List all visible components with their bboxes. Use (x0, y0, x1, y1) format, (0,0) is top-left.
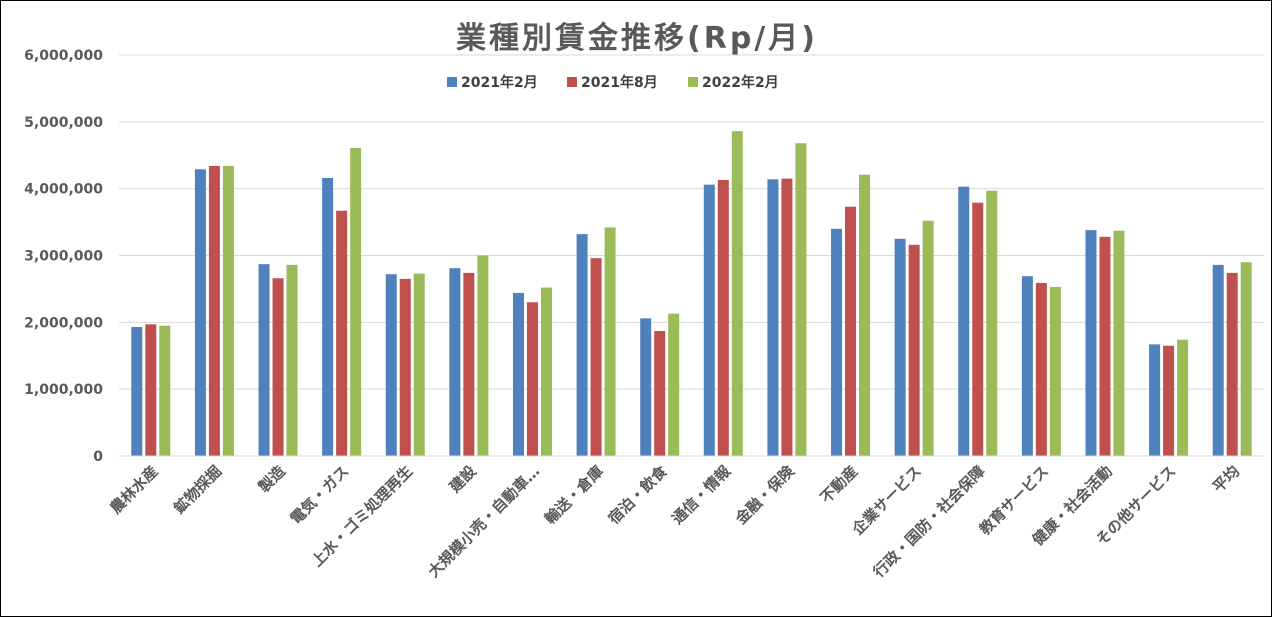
bar (477, 255, 489, 456)
bar (336, 210, 348, 456)
x-category-label: 行政・国防・社会保障 (869, 462, 989, 582)
legend-label: 2022年2月 (702, 74, 779, 91)
legend-swatch (688, 77, 698, 87)
bar (1035, 282, 1047, 456)
bar (590, 258, 602, 456)
legend-label: 2021年8月 (581, 74, 658, 91)
x-category-label: 電気・ガス (287, 462, 353, 528)
bar (767, 179, 779, 456)
x-category-label: 平均 (1209, 462, 1243, 496)
bar (194, 169, 206, 456)
bar (894, 238, 906, 456)
x-category-label: 鉱物採掘 (170, 462, 225, 517)
bar (576, 234, 588, 456)
y-tick-label: 5,000,000 (24, 115, 103, 131)
bar (859, 174, 871, 457)
y-tick-label: 3,000,000 (24, 249, 103, 265)
bar (350, 147, 362, 457)
bar (1240, 262, 1252, 456)
x-category-label: 農林水産 (106, 462, 161, 517)
bar (831, 228, 843, 456)
bar (717, 179, 729, 456)
legend-swatch (447, 77, 457, 87)
bar (972, 202, 984, 456)
bar (512, 292, 524, 456)
bar (463, 272, 475, 456)
bar (1149, 344, 1161, 456)
bar (258, 264, 270, 456)
legend-swatch (567, 77, 577, 87)
x-category-label: 金融・保険 (731, 461, 798, 528)
bar (1049, 286, 1061, 456)
bar (1163, 345, 1175, 456)
bar (1226, 272, 1238, 456)
legend: 2021年2月 2021年8月 2022年2月 (447, 74, 779, 91)
bar (604, 227, 616, 456)
bar (795, 143, 807, 456)
bar (222, 165, 234, 456)
bar (1212, 264, 1224, 456)
bar (731, 131, 743, 456)
bar (986, 190, 998, 456)
bar (922, 220, 934, 456)
bar (145, 324, 157, 456)
bar (845, 206, 857, 456)
bar (668, 313, 680, 456)
y-tick-label: 2,000,000 (24, 315, 103, 331)
bar (1021, 276, 1033, 456)
bar (1177, 339, 1189, 456)
y-tick-label: 6,000,000 (24, 48, 103, 64)
bar (1113, 230, 1125, 456)
x-category-label: 建設 (446, 461, 481, 496)
bar (958, 186, 970, 456)
y-axis-tick-labels: 0 1,000,000 2,000,000 3,000,000 4,000,000 5,0… (24, 48, 103, 465)
bar (385, 274, 397, 456)
bar (703, 184, 715, 456)
bar (781, 178, 793, 456)
bar (159, 325, 171, 456)
bar (526, 302, 538, 456)
bar (131, 327, 143, 456)
x-category-label: 輸送・倉庫 (541, 462, 607, 528)
bar (208, 165, 220, 456)
bar (449, 268, 461, 456)
x-category-label: 製造 (254, 462, 289, 497)
bar (540, 287, 552, 456)
bar (399, 278, 411, 456)
bar (322, 177, 334, 456)
bar (1099, 236, 1111, 456)
x-category-label: 通信・情報 (668, 461, 734, 527)
legend-label: 2021年2月 (461, 74, 538, 91)
chart-title: 業種別賃金推移(Rp/月) (456, 21, 818, 56)
x-category-label: 不動産 (817, 462, 862, 507)
x-category-label: 大規模小売・自動車… (424, 462, 543, 581)
y-tick-label: 4,000,000 (24, 182, 103, 198)
bars (131, 131, 1252, 457)
x-category-label: 宿泊・飲食 (605, 461, 671, 527)
y-tick-label: 1,000,000 (24, 382, 103, 398)
bar (654, 331, 666, 456)
bar (272, 278, 284, 456)
bar (286, 264, 298, 456)
bar (1085, 230, 1097, 456)
y-tick-label: 0 (93, 449, 103, 465)
gridlines (119, 54, 1264, 390)
bar (413, 273, 425, 456)
bar (908, 244, 920, 456)
bar (640, 318, 652, 456)
